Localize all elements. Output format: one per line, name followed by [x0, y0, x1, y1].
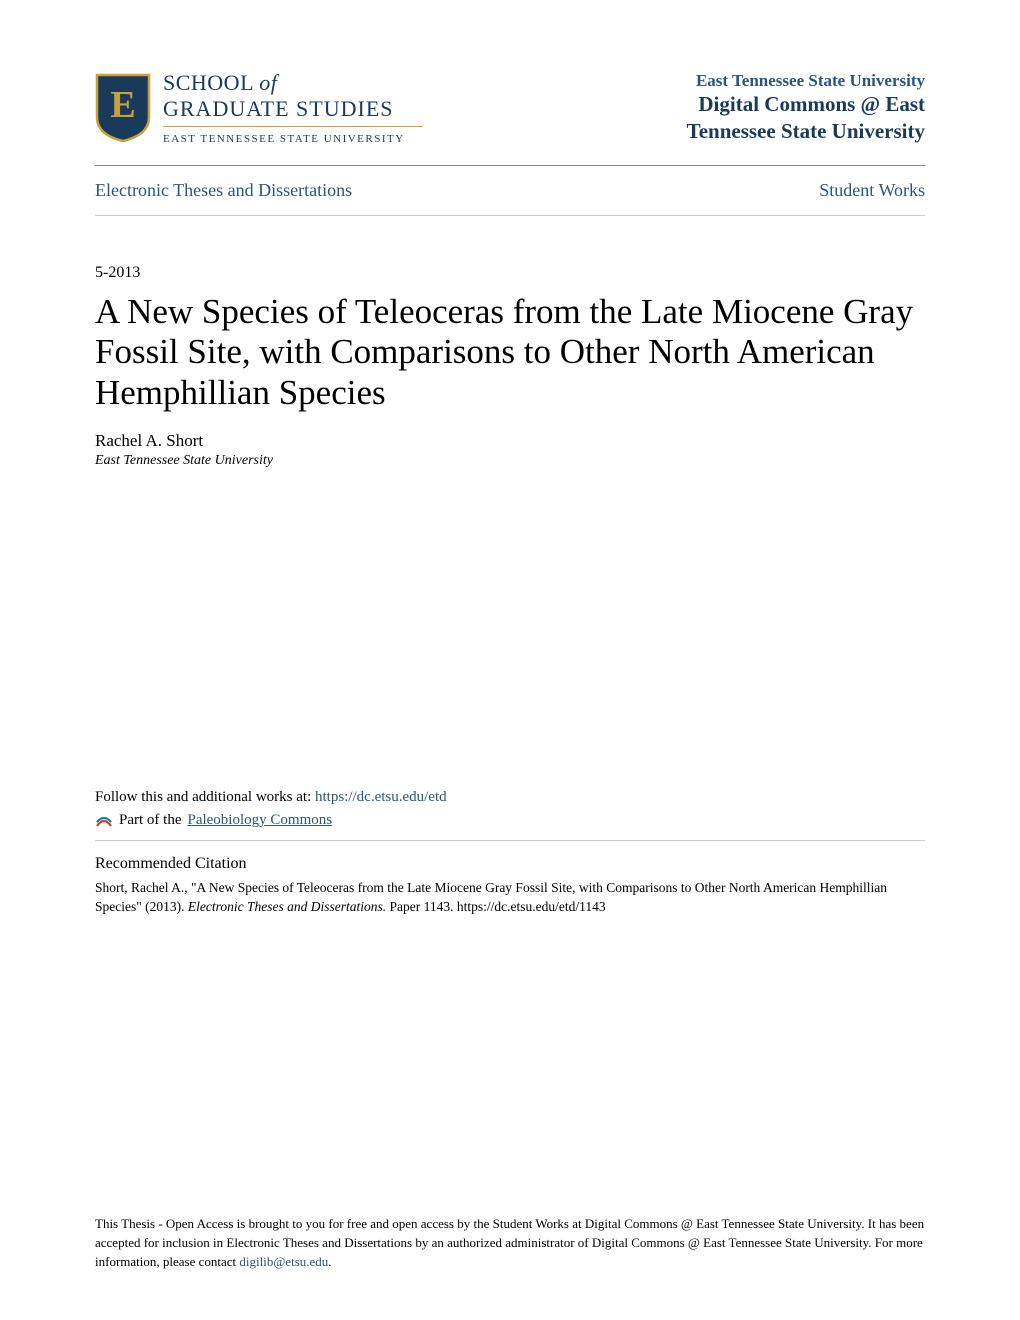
graduate-studies-label: GRADUATE STUDIES [163, 96, 423, 122]
author-affiliation: East Tennessee State University [95, 453, 925, 469]
collection-divider [95, 215, 925, 216]
collection-link-left[interactable]: Electronic Theses and Dissertations [95, 180, 352, 201]
author-name: Rachel A. Short [95, 431, 925, 451]
partof-prefix: Part of the [119, 812, 181, 829]
publication-date: 5-2013 [95, 264, 925, 282]
spacer [95, 469, 925, 789]
collection-row: Electronic Theses and Dissertations Stud… [95, 180, 925, 201]
institution-name: East Tennessee State University [687, 71, 925, 91]
citation-suffix: Paper 1143. https://dc.etsu.edu/etd/1143 [386, 899, 605, 914]
footer: This Thesis - Open Access is brought to … [95, 1215, 925, 1272]
shield-letter: E [110, 84, 135, 126]
collection-link-right[interactable]: Student Works [819, 180, 925, 201]
institution-section: East Tennessee State University Digital … [687, 71, 925, 144]
logo-divider [163, 126, 423, 127]
network-icon [95, 812, 113, 830]
repository-name-line1: Digital Commons @ East [687, 91, 925, 117]
follow-section: Follow this and additional works at: htt… [95, 789, 925, 806]
citation-header: Recommended Citation [95, 855, 925, 873]
citation-divider-top [95, 840, 925, 841]
citation-body: Short, Rachel A., "A New Species of Tele… [95, 879, 925, 917]
citation-journal: Electronic Theses and Dissertations. [188, 899, 386, 914]
part-of-section: Part of the Paleobiology Commons [95, 812, 925, 830]
footer-text-suffix: . [328, 1254, 331, 1269]
subject-link[interactable]: Paleobiology Commons [187, 812, 332, 829]
document-title: A New Species of Teleoceras from the Lat… [95, 292, 925, 413]
page-header: E SCHOOL of GRADUATE STUDIES EAST TENNES… [95, 70, 925, 145]
school-label: SCHOOL [163, 70, 253, 95]
footer-text-prefix: This Thesis - Open Access is brought to … [95, 1216, 924, 1269]
logo-section: E SCHOOL of GRADUATE STUDIES EAST TENNES… [95, 70, 423, 145]
of-label: of [259, 70, 277, 95]
footer-email-link[interactable]: digilib@etsu.edu [239, 1254, 328, 1269]
school-of-label: SCHOOL of [163, 70, 423, 96]
university-name-small: EAST TENNESSEE STATE UNIVERSITY [163, 133, 423, 145]
logo-text: SCHOOL of GRADUATE STUDIES EAST TENNESSE… [163, 70, 423, 145]
follow-link[interactable]: https://dc.etsu.edu/etd [315, 789, 447, 805]
header-divider [95, 165, 925, 166]
repository-name-line2: Tennessee State University [687, 118, 925, 144]
shield-icon: E [95, 73, 151, 143]
follow-prefix: Follow this and additional works at: [95, 789, 315, 805]
